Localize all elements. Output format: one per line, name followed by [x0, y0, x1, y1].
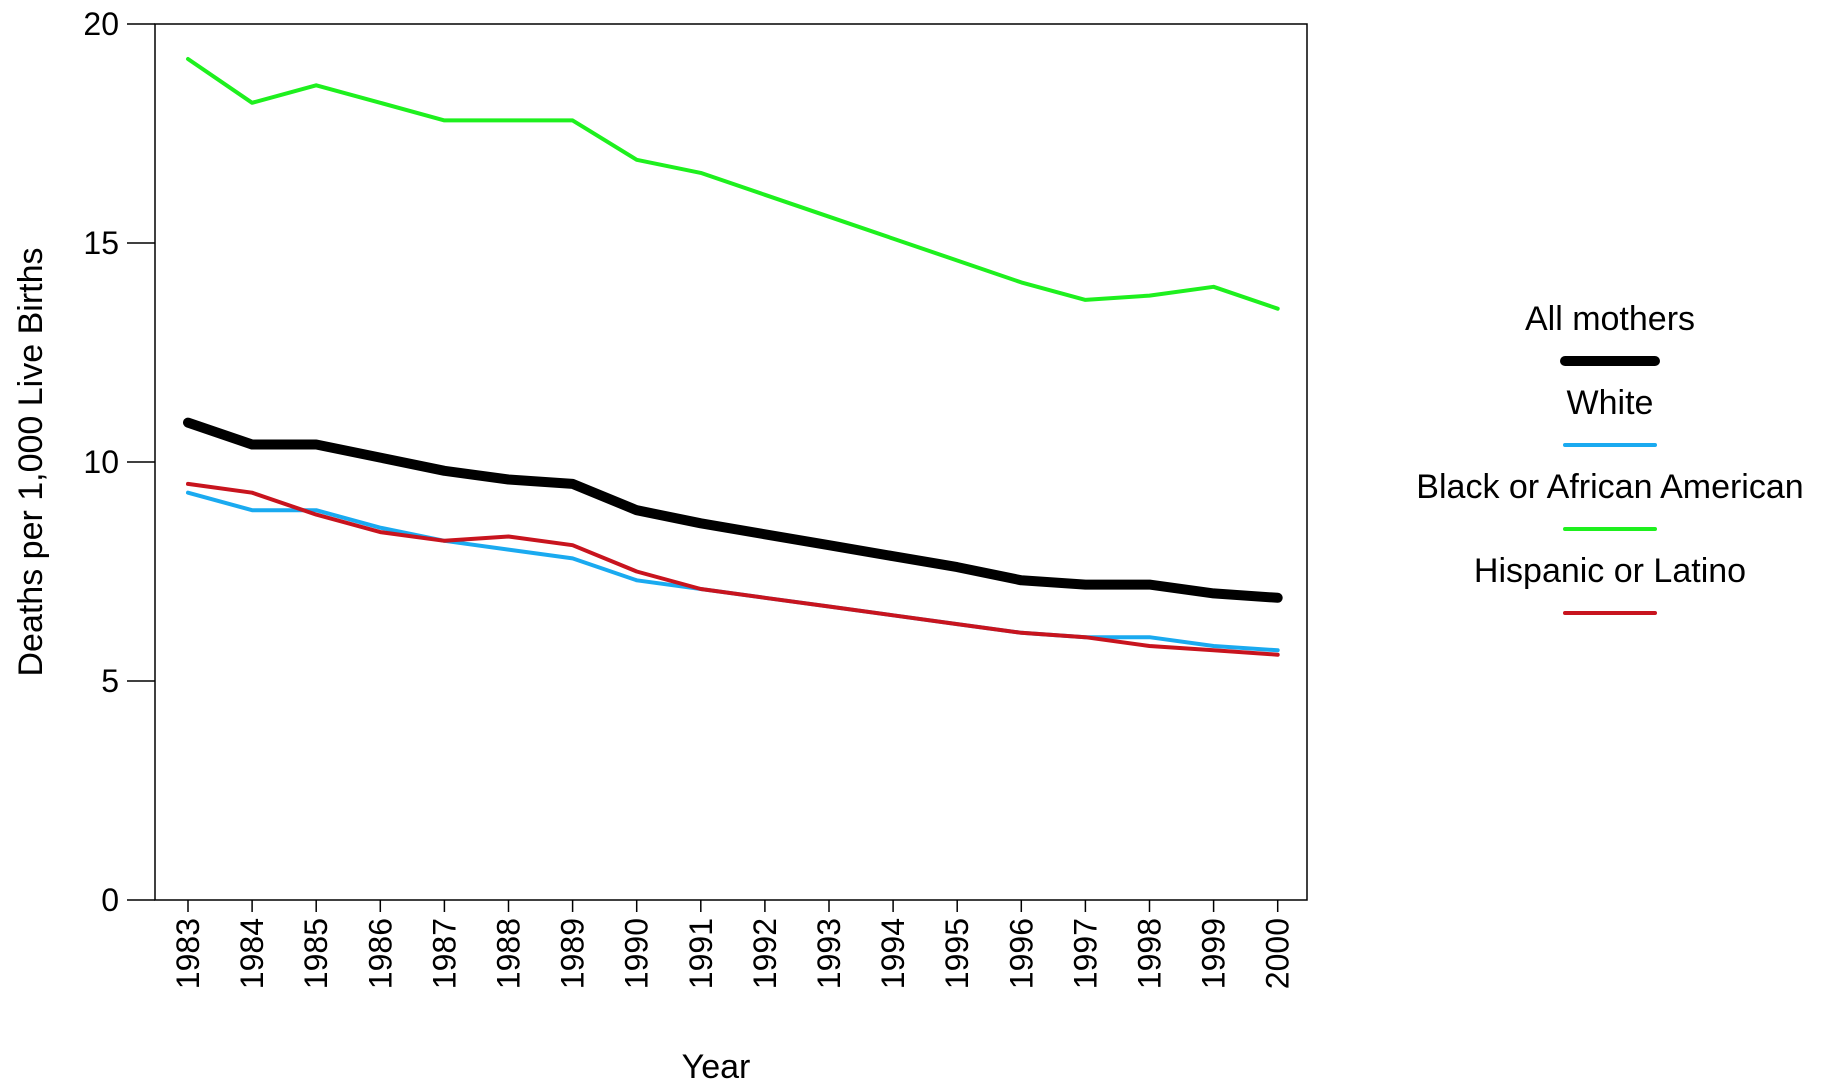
y-tick-label: 10: [83, 444, 119, 480]
x-tick-label: 1998: [1132, 918, 1168, 989]
x-tick-label: 1989: [555, 918, 591, 989]
series-line-black-or-african-american: [186, 57, 1280, 311]
x-tick-label: 1987: [426, 918, 462, 989]
x-tick-label: 1996: [1003, 918, 1039, 989]
legend-label-black-or-african-american: Black or African American: [1416, 468, 1803, 506]
series-line-all-mothers: [183, 417, 1283, 603]
legend-label-all-mothers: All mothers: [1525, 300, 1695, 338]
x-tick-label: 1985: [298, 918, 334, 989]
x-tick-label: 1995: [939, 918, 975, 989]
y-tick-label: 5: [101, 663, 119, 699]
axes: [154, 23, 1308, 901]
x-tick-label: 1994: [875, 918, 911, 989]
plot-frame: [154, 23, 1308, 901]
y-axis-title: Deaths per 1,000 Live Births: [12, 247, 50, 676]
y-tick-label: 15: [83, 225, 119, 261]
x-tick-label: 1997: [1067, 918, 1103, 989]
x-tick-label: 1993: [811, 918, 847, 989]
x-tick-label: 1986: [362, 918, 398, 989]
legend-label-hispanic-or-latino: Hispanic or Latino: [1474, 552, 1746, 590]
x-tick-label: 2000: [1260, 918, 1296, 989]
x-tick-label: 1988: [491, 918, 527, 989]
legend-label-white: White: [1567, 384, 1654, 422]
x-tick-label: 1999: [1196, 918, 1232, 989]
series-line-hispanic-or-latino: [186, 481, 1280, 657]
ticks: 0 5 10 15 20 1983 1984 1985 1986 1987 1988 1989 1990…: [83, 6, 1295, 989]
x-tick-label: 1984: [234, 918, 270, 989]
x-tick-label: 1991: [683, 918, 719, 989]
x-tick-label: 1983: [170, 918, 206, 989]
y-tick-label: 20: [83, 6, 119, 42]
y-tick-label: 0: [101, 882, 119, 918]
legend: All mothers White Black or African America…: [1416, 300, 1804, 615]
x-tick-label: 1990: [619, 918, 655, 989]
series-lines: [183, 57, 1283, 657]
series-line-white: [186, 490, 1280, 653]
x-axis-title: Year: [682, 1048, 751, 1082]
x-tick-label: 1992: [747, 918, 783, 989]
